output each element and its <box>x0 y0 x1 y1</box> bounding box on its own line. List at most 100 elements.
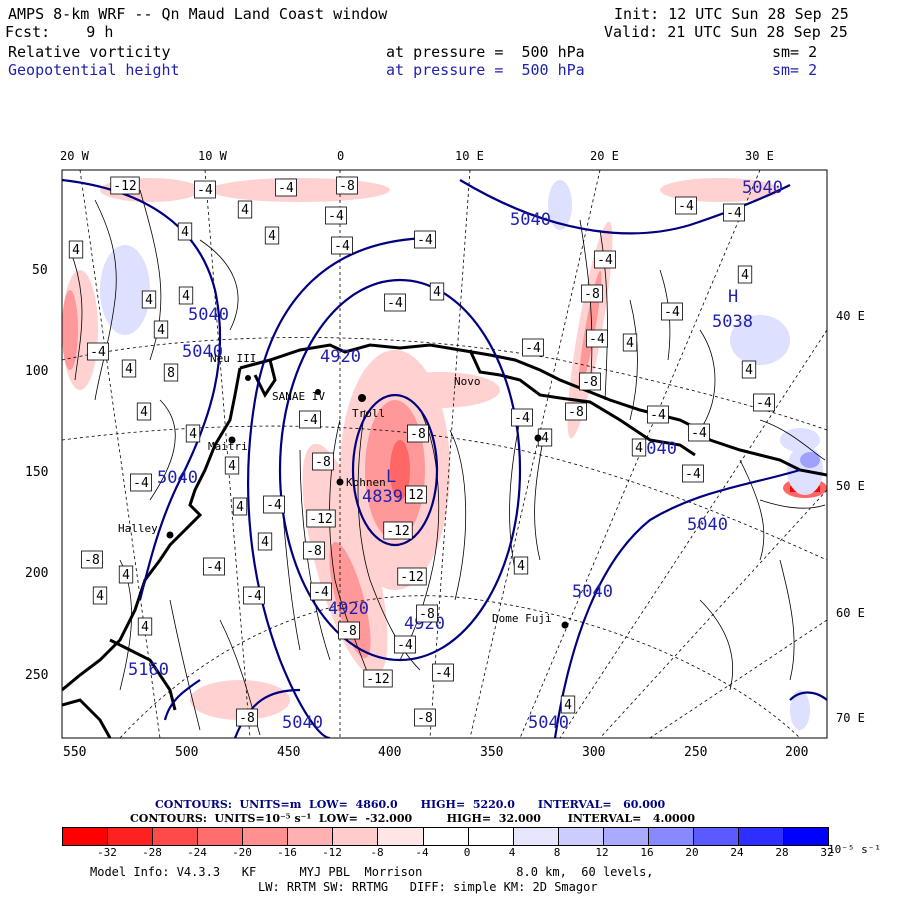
vorticity-label: -4 <box>685 467 701 482</box>
colorbar-tick-label: -8 <box>370 846 384 859</box>
lon-label-40e: 40 E <box>836 309 865 323</box>
vorticity-label: 4 <box>741 268 749 283</box>
colorbar-segment <box>242 828 288 845</box>
vorticity-label-box <box>594 250 616 269</box>
vorticity-label-box <box>121 359 137 378</box>
field1-name: Relative vorticity <box>8 43 171 61</box>
vorticity-label-box <box>394 635 416 654</box>
vorticity-label-box <box>137 617 153 636</box>
vorticity-label-box <box>194 180 216 199</box>
y-tick-50: 50 <box>32 263 48 278</box>
map-panel: 20 W 10 W 0 10 E 20 E 30 E 40 E 50 E 60 … <box>25 149 865 760</box>
colorbar-segment <box>647 828 693 845</box>
vorticity-label-box <box>141 290 157 309</box>
vorticity-label: 4 <box>517 559 525 574</box>
chart-title: AMPS 8-km WRF -- Qn Maud Land Coast wind… <box>8 5 388 23</box>
x-tick-350: 350 <box>480 745 503 760</box>
vorticity-label: 4 <box>122 568 130 583</box>
vorticity-label: 4 <box>189 427 197 442</box>
vorticity-label: -4 <box>678 199 694 214</box>
height-label: 5040 <box>528 713 569 733</box>
lon-label-30e: 30 E <box>745 149 774 163</box>
vorticity-label: 8 <box>167 366 175 381</box>
valid-time: Valid: 21 UTC Sun 28 Sep 25 <box>604 23 848 41</box>
x-tick-300: 300 <box>582 745 605 760</box>
colorbar-segment <box>332 828 378 845</box>
vorticity-label-box <box>338 621 360 640</box>
vorticity-label: 4 <box>140 405 148 420</box>
vorticity-label-box <box>264 226 280 245</box>
field1-level: at pressure = 500 hPa <box>386 43 585 61</box>
height-label: 5040 <box>572 582 613 602</box>
x-tick-250: 250 <box>684 745 707 760</box>
vorticity-label-box <box>224 456 240 475</box>
height-label: 4839 <box>362 487 403 507</box>
station-markers <box>166 375 569 629</box>
vorticity-label: -4 <box>525 341 541 356</box>
map-frame <box>61 169 828 739</box>
vorticity-label: -12 <box>400 570 423 585</box>
colorbar-tick-label: -12 <box>322 846 342 859</box>
vorticity-label-box <box>675 196 697 215</box>
station-label: Kohnen <box>346 476 386 489</box>
height-label: 5040 <box>157 468 198 488</box>
vorticity-label-box <box>416 604 438 623</box>
vorticity-label: 4 <box>745 363 753 378</box>
colorbar-tick-label: 8 <box>553 846 561 859</box>
vorticity-label-box <box>306 509 336 528</box>
height-label: 4920 <box>328 599 369 619</box>
colorbar-tick-label: -4 <box>415 846 429 859</box>
height-label: 5040 <box>282 713 323 733</box>
vorticity-label-box <box>432 663 454 682</box>
vorticity-label-box <box>331 236 353 255</box>
vorticity-label-box <box>232 497 248 516</box>
height-label: 5040 <box>742 178 783 198</box>
vorticity-label: -4 <box>197 183 213 198</box>
colorbar-segment <box>287 828 333 845</box>
vorticity-label-box <box>586 329 608 348</box>
vorticity-label: 4 <box>96 589 104 604</box>
colorbar-tick-label: 20 <box>685 846 699 859</box>
vorticity-label: -8 <box>339 179 355 194</box>
colorbar-segment <box>467 828 513 845</box>
vorticity-label: -4 <box>133 476 149 491</box>
vorticity-label-box <box>661 302 683 321</box>
vorticity-label-box <box>737 265 753 284</box>
vorticity-label: -4 <box>514 411 530 426</box>
station-label: SANAE IV <box>272 390 325 403</box>
lon-label-60e: 60 E <box>836 606 865 620</box>
vorticity-label: -4 <box>278 181 294 196</box>
station-label: Troll <box>352 407 385 420</box>
vorticity-label: 4 <box>635 441 643 456</box>
colorbar-segment <box>422 828 468 845</box>
colorbar-segment <box>197 828 243 845</box>
vorticity-label-box <box>163 363 179 382</box>
height-contour-info: CONTOURS: UNITS=m LOW= 4860.0 HIGH= 5220… <box>155 798 666 811</box>
vorticity-label: -8 <box>582 375 598 390</box>
vorticity-label-box <box>185 424 201 443</box>
vorticity-label: 4 <box>268 229 276 244</box>
vorticity-label: -8 <box>84 553 100 568</box>
vorticity-label: -4 <box>334 239 350 254</box>
vorticity-label-box <box>405 485 427 504</box>
vorticity-label: -4 <box>691 426 707 441</box>
height-label: 5040 <box>188 305 229 325</box>
vorticity-label: -8 <box>417 711 433 726</box>
lon-label-50e: 50 E <box>836 479 865 493</box>
height-label: 5040 <box>636 439 677 459</box>
vorticity-label: -8 <box>568 405 584 420</box>
vorticity-label: -8 <box>341 624 357 639</box>
colorbar-tick-label: 12 <box>595 846 609 859</box>
vorticity-label: 4 <box>141 620 149 635</box>
colorbar-tick-label: -24 <box>187 846 207 859</box>
vorticity-label: -4 <box>589 332 605 347</box>
vorticity-label-group: -12 -4 -4 -84-4-4 -444-4 -44-44-84-4-44 44-44-… <box>68 176 775 727</box>
vorticity-label: 4 <box>125 362 133 377</box>
vorticity-label-box <box>622 333 638 352</box>
height-label: 5040 <box>182 342 223 362</box>
colorbar-tick-label: -16 <box>277 846 297 859</box>
vorticity-label-box <box>153 320 169 339</box>
vorticity-label: 4 <box>236 500 244 515</box>
vorticity-label: -8 <box>315 455 331 470</box>
vorticity-label: -8 <box>239 711 255 726</box>
